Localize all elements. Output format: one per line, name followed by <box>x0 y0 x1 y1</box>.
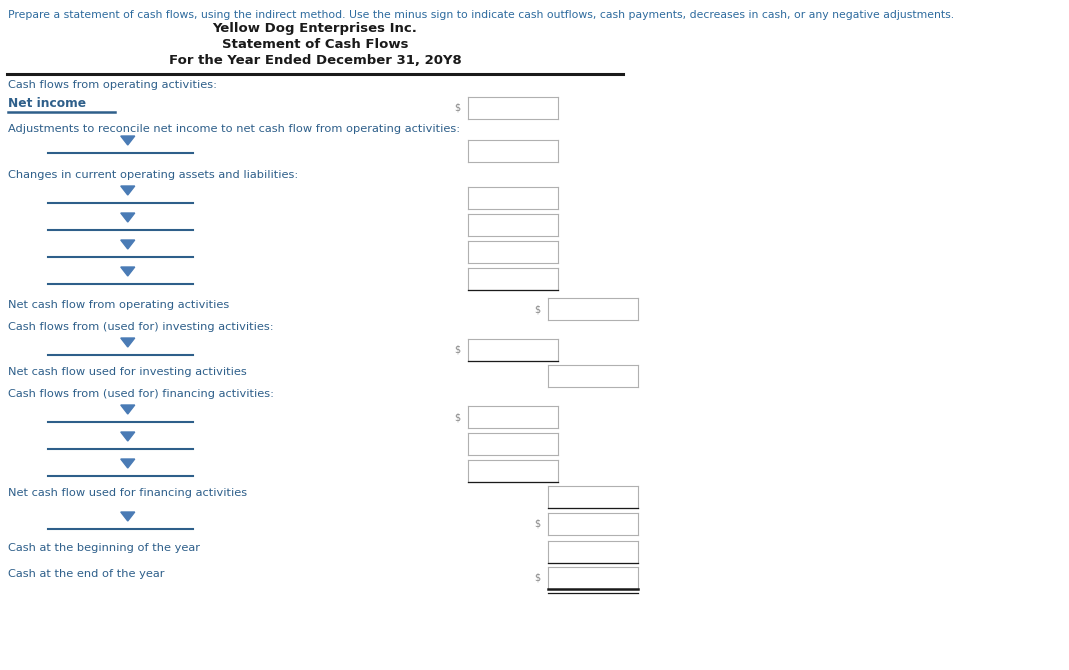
Text: $: $ <box>454 103 460 113</box>
Text: Net cash flow used for investing activities: Net cash flow used for investing activit… <box>7 367 247 377</box>
Text: $: $ <box>454 412 460 422</box>
Text: $: $ <box>454 345 460 355</box>
Text: Net cash flow used for financing activities: Net cash flow used for financing activit… <box>7 488 247 498</box>
Text: Yellow Dog Enterprises Inc.: Yellow Dog Enterprises Inc. <box>213 22 417 35</box>
Text: Changes in current operating assets and liabilities:: Changes in current operating assets and … <box>7 170 298 180</box>
Text: Net income: Net income <box>7 97 87 110</box>
Text: $: $ <box>533 304 540 314</box>
Text: $: $ <box>533 519 540 529</box>
Text: Cash at the end of the year: Cash at the end of the year <box>7 569 165 579</box>
Text: Statement of Cash Flows: Statement of Cash Flows <box>221 38 408 51</box>
Text: Cash flows from (used for) investing activities:: Cash flows from (used for) investing act… <box>7 322 274 332</box>
Text: $: $ <box>533 573 540 583</box>
Text: Cash flows from (used for) financing activities:: Cash flows from (used for) financing act… <box>7 389 274 399</box>
Text: For the Year Ended December 31, 20Y8: For the Year Ended December 31, 20Y8 <box>169 54 462 67</box>
Text: Cash flows from operating activities:: Cash flows from operating activities: <box>7 80 217 90</box>
Text: Net cash flow from operating activities: Net cash flow from operating activities <box>7 300 229 310</box>
Text: Prepare a statement of cash flows, using the indirect method. Use the minus sign: Prepare a statement of cash flows, using… <box>7 10 955 20</box>
Text: Cash at the beginning of the year: Cash at the beginning of the year <box>7 543 200 553</box>
Text: Adjustments to reconcile net income to net cash flow from operating activities:: Adjustments to reconcile net income to n… <box>7 124 460 134</box>
